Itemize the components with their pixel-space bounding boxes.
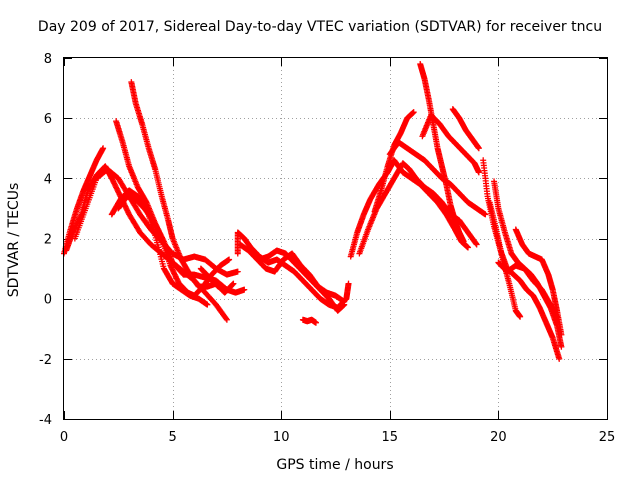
data-point [223,316,230,323]
data-point [464,244,471,251]
series-sat-track-24 [495,259,561,320]
data-point [241,286,248,293]
series-sat-track-18 [419,112,482,176]
x-tick-label: 5 [168,430,176,445]
series-sat-track-17 [417,61,467,245]
y-tick-label: 6 [44,112,52,127]
data-point [230,280,237,287]
data-point [558,343,565,350]
data-point [345,280,352,287]
data-point [556,355,563,362]
y-tick-label: 0 [44,293,52,308]
x-tick-label: 15 [382,430,399,445]
data-point [410,109,417,116]
series-sat-track-14 [356,160,480,257]
series-sat-track-11 [256,247,348,314]
data-point [226,256,233,263]
series-sat-track-2 [63,163,230,323]
data-point [100,145,107,152]
data-point [482,211,489,218]
y-tick-label: 2 [44,233,52,248]
data-point [475,145,482,152]
series-sat-track-9 [234,229,352,311]
y-tick-label: 8 [44,52,52,67]
data-point [223,315,230,322]
series-sat-track-20 [480,157,563,362]
plot-frame [63,57,608,420]
data-point [473,241,480,248]
series-sat-track-23 [512,226,565,338]
data-point [558,331,565,338]
series-sat-track-15 [371,109,417,215]
y-tick-label: -2 [39,353,52,368]
data-point [517,313,524,320]
x-axis-label: GPS time / hours [276,457,394,473]
data-point [204,301,211,308]
series-sat-track-21 [486,199,524,320]
data-point [475,169,482,176]
chart-title: Day 209 of 2017, Sidereal Day-to-day VTE… [37,19,603,35]
series-sat-track-19 [449,106,482,152]
data-point [554,313,561,320]
data-point [341,301,348,308]
x-tick-label: 20 [490,430,507,445]
x-tick-label: 10 [273,430,290,445]
data-point [234,268,241,275]
y-tick-label: 4 [44,172,52,187]
series-sat-track-7 [108,187,211,308]
series-sat-track-12 [299,316,319,326]
x-tick-label: 0 [60,430,68,445]
series-sat-track-8 [197,265,248,296]
data-markers [61,61,565,362]
data-point [312,319,319,326]
series-sat-track-1 [61,145,107,257]
y-tick-label: -4 [39,413,52,428]
data-point [460,238,467,245]
x-tick-label: 25 [599,430,616,445]
grid-lines [64,58,607,419]
tick-labels: 0 5 10 15 20 25 -4 -2 0 2 4 6 8 [39,52,615,445]
